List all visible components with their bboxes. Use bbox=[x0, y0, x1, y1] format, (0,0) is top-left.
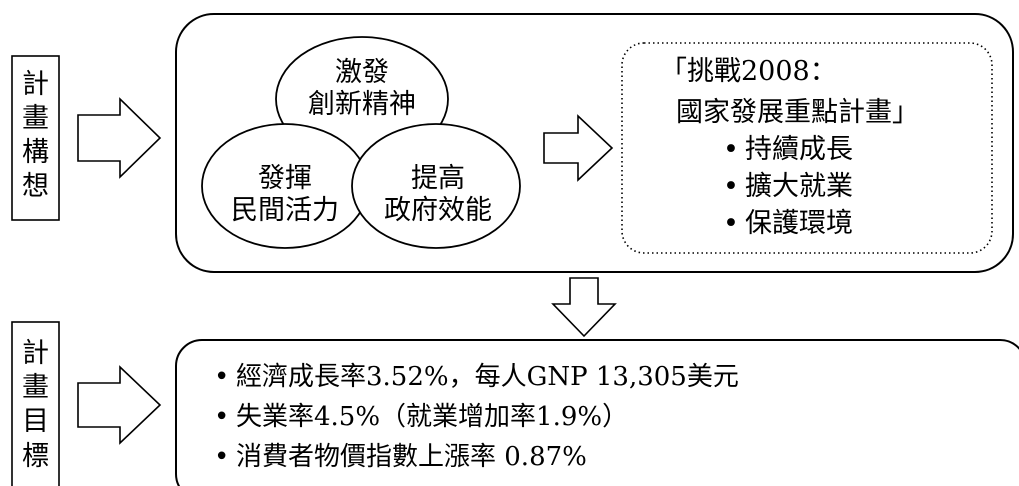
plan-goal-label-box bbox=[11, 321, 60, 486]
plan-goal-char-4: 標 bbox=[22, 441, 49, 472]
plan-goals-list: • 經濟成長率3.52%，每人GNP 13,305美元 • 失業率4.5%（就業… bbox=[214, 362, 739, 472]
plan-goal-label: 計 畫 目 標 bbox=[22, 338, 49, 472]
plan-concept-char-1: 計 bbox=[22, 69, 49, 100]
goal-1: 經濟成長率3.52%，每人GNP 13,305美元 bbox=[236, 362, 739, 392]
plan-goal-char-2: 畫 bbox=[22, 372, 49, 403]
challenge-box bbox=[621, 42, 993, 254]
plan-goal-arrow-icon bbox=[77, 365, 162, 445]
to-challenge-arrow-icon bbox=[543, 114, 614, 182]
circle-innovation-line2: 創新精神 bbox=[308, 89, 416, 120]
plan-concept-arrow-icon bbox=[77, 97, 162, 179]
plan-goal-container bbox=[175, 339, 1019, 486]
challenge-bullet-3-dot: • bbox=[723, 208, 739, 239]
goal-1-dot: • bbox=[214, 362, 229, 392]
goal-3-dot: • bbox=[214, 442, 229, 472]
circle-government-efficiency bbox=[351, 123, 521, 249]
plan-goal-section: 計 畫 目 標 • 經濟成長率3.52%，每人GNP 13,305美元 • 失業… bbox=[11, 321, 1019, 486]
plan-concept-char-3: 構 bbox=[22, 137, 49, 168]
challenge-title-line2: 國家發展重點計畫」 bbox=[676, 97, 919, 128]
circle-innovation-line1: 激發 bbox=[335, 57, 389, 88]
plan-goal-char-1: 計 bbox=[22, 338, 49, 369]
challenge-bullet-1-dot: • bbox=[723, 134, 739, 165]
concept-circles: 激發 創新精神 發揮 民間活力 提高 政府效能 bbox=[201, 36, 521, 249]
challenge-content: 「挑戰2008： 國家發展重點計畫」 • 持續成長 • 擴大就業 • 保護環境 bbox=[660, 56, 919, 239]
plan-goal-char-3: 目 bbox=[22, 406, 49, 437]
challenge-bullet-2: 擴大就業 bbox=[745, 171, 853, 202]
challenge-bullet-1: 持續成長 bbox=[745, 134, 853, 165]
down-arrow-icon bbox=[551, 277, 617, 338]
goal-2: 失業率4.5%（就業增加率1.9%） bbox=[236, 402, 628, 432]
goal-3: 消費者物價指數上漲率 0.87% bbox=[236, 442, 587, 472]
goal-2-dot: • bbox=[214, 402, 229, 432]
challenge-bullet-3: 保護環境 bbox=[745, 208, 853, 239]
challenge-title-line1: 「挑戰2008： bbox=[660, 56, 837, 87]
circle-government-efficiency-line2: 政府效能 bbox=[384, 195, 492, 226]
plan-concept-char-4: 想 bbox=[22, 171, 49, 202]
circle-government-efficiency-line1: 提高 bbox=[411, 163, 465, 194]
challenge-bullet-2-dot: • bbox=[723, 171, 739, 202]
circle-private-vitality-line2: 民間活力 bbox=[231, 195, 339, 226]
plan-concept-label: 計 畫 構 想 bbox=[22, 69, 49, 202]
plan-concept-label-box bbox=[11, 55, 60, 221]
plan-concept-section: 計 畫 構 想 激發 創新精神 發揮 民間活力 提高 政府效能 「挑戰2008： bbox=[11, 13, 1014, 273]
circle-private-vitality-line1: 發揮 bbox=[258, 163, 312, 194]
plan-concept-char-2: 畫 bbox=[22, 103, 49, 134]
